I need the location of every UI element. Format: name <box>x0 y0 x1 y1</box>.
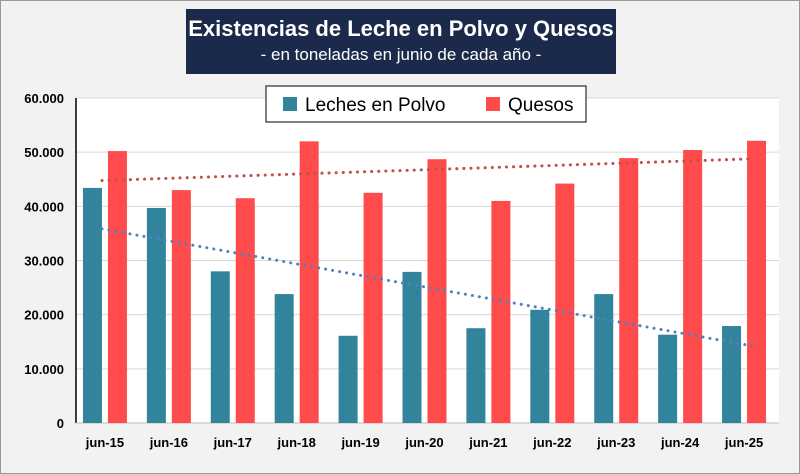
bar-quesos <box>363 192 383 423</box>
y-tick-label: 0 <box>57 416 64 431</box>
bar-leches <box>338 335 358 423</box>
bar-quesos <box>171 190 191 423</box>
y-tick-label: 10.000 <box>24 362 64 377</box>
chart-subtitle: - en toneladas en junio de cada año - <box>260 45 542 64</box>
bar-leches <box>274 294 294 423</box>
bar-leches <box>594 294 614 423</box>
x-tick-label: jun-19 <box>340 435 379 450</box>
x-tick-label: jun-20 <box>404 435 443 450</box>
y-tick-label: 20.000 <box>24 308 64 323</box>
y-tick-label: 30.000 <box>24 254 64 269</box>
bar-quesos <box>235 198 255 423</box>
bar-leches <box>402 271 422 423</box>
bar-leches <box>210 271 230 423</box>
y-tick-label: 60.000 <box>24 91 64 106</box>
bar-leches <box>658 334 678 423</box>
chart-title: Existencias de Leche en Polvo y Quesos <box>188 16 614 41</box>
legend-swatch <box>486 97 500 111</box>
bar-leches <box>466 328 486 423</box>
x-tick-label: jun-23 <box>596 435 635 450</box>
bar-quesos <box>299 141 319 424</box>
bar-leches <box>530 309 550 423</box>
title-box: Existencias de Leche en Polvo y Quesos -… <box>186 9 616 74</box>
bar-leches <box>722 326 742 423</box>
bar-quesos <box>555 183 575 423</box>
y-tick-label: 50.000 <box>24 145 64 160</box>
trendline-quesos <box>100 157 755 183</box>
bar-quesos <box>427 159 447 424</box>
legend-swatch <box>283 97 297 111</box>
x-tick-label: jun-16 <box>149 435 188 450</box>
x-tick-label: jun-22 <box>532 435 571 450</box>
bar-leches <box>82 187 102 423</box>
bar-quesos <box>107 151 127 424</box>
x-tick-label: jun-17 <box>213 435 252 450</box>
x-tick-label: jun-21 <box>468 435 507 450</box>
legend-label: Quesos <box>508 95 573 116</box>
bar-quesos <box>683 150 703 423</box>
bar-leches <box>146 207 166 423</box>
x-tick-label: jun-18 <box>277 435 316 450</box>
y-tick-label: 40.000 <box>24 199 64 214</box>
x-tick-label: jun-15 <box>85 435 124 450</box>
bar-quesos <box>491 200 511 423</box>
bar-quesos <box>747 140 767 423</box>
bar-quesos <box>619 158 639 423</box>
legend-label: Leches en Polvo <box>305 95 446 116</box>
x-tick-label: jun-24 <box>660 435 700 450</box>
x-tick-label: jun-25 <box>724 435 763 450</box>
legend-box <box>265 85 587 123</box>
